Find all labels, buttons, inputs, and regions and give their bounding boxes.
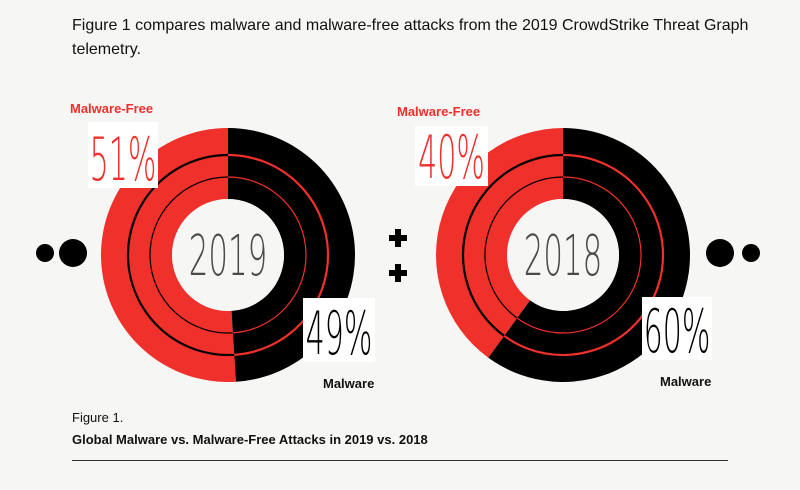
legend-malware-free: Malware-Free [397, 104, 480, 119]
donut-year-label: 2019 [189, 223, 267, 289]
donut-2019: 2019 51% 49% Malware-Free Malware [70, 101, 375, 391]
pct-malware-free-box [415, 126, 488, 186]
plus-icons [389, 229, 407, 282]
pct-malware-free: 40% [418, 124, 485, 194]
dot-small-icon [36, 244, 54, 262]
decoration-dots-right [706, 239, 760, 267]
legend-malware: Malware [323, 376, 374, 391]
dot-large-icon [706, 239, 734, 267]
pct-malware-free: 51% [90, 126, 157, 196]
intro-text: Figure 1 compares malware and malware-fr… [72, 17, 749, 58]
pct-malware-box [642, 297, 712, 360]
legend-malware: Malware [660, 374, 711, 389]
donut-hole [507, 199, 619, 311]
legend-malware-free: Malware-Free [70, 101, 153, 116]
plus-icon [389, 264, 407, 282]
dot-small-icon [742, 244, 760, 262]
ring-line [484, 176, 564, 319]
pct-malware: 60% [644, 298, 711, 368]
ring-line [516, 176, 642, 334]
donut-2018: 2018 40% 60% Malware-Free Malware [397, 104, 712, 389]
donut-hole [172, 199, 284, 311]
figure-label: Figure 1. [72, 410, 124, 425]
donut-year-label: 2018 [524, 223, 602, 289]
ring-line [149, 176, 233, 334]
ring-line [461, 153, 564, 337]
pct-malware-box [303, 298, 375, 362]
ring-line [503, 153, 665, 357]
divider [72, 460, 728, 461]
pct-malware: 49% [306, 300, 373, 370]
figure-title: Global Malware vs. Malware-Free Attacks … [72, 432, 428, 447]
pct-malware-free-box [88, 122, 158, 188]
plus-icon [389, 229, 407, 247]
slice-malware-free [100, 128, 236, 383]
decoration-dots-left [36, 239, 87, 267]
ring-line [227, 176, 307, 334]
ring-line [227, 153, 330, 356]
ring-line [126, 153, 235, 357]
dot-large-icon [59, 239, 87, 267]
